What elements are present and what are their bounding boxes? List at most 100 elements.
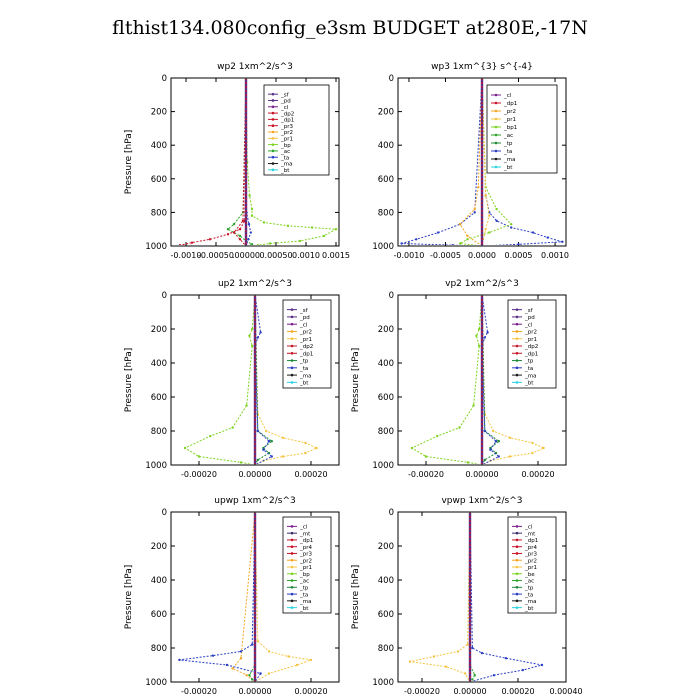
legend-marker <box>290 606 294 609</box>
legend-marker <box>290 315 294 319</box>
x-tick-label: 0.00020 <box>294 470 327 479</box>
y-tick-label: 600 <box>151 175 167 185</box>
legend-marker <box>494 149 498 153</box>
legend-marker <box>290 599 294 603</box>
legend-entry: _dp1 <box>524 538 538 544</box>
legend-marker <box>290 558 294 562</box>
legend-entry: _dp1 <box>524 351 538 357</box>
legend-marker <box>290 565 294 569</box>
legend-entry: _pr3 <box>524 552 538 558</box>
legend-marker <box>290 330 294 333</box>
x-tick-label: 0.0005 <box>505 251 533 260</box>
series-point <box>270 440 273 443</box>
y-tick-label: 400 <box>151 141 167 151</box>
legend-entry: _tp <box>503 141 513 147</box>
series-point <box>432 655 436 658</box>
series-point <box>458 426 461 429</box>
series-point <box>458 242 462 245</box>
x-tick-label: 0.00000 <box>238 470 271 479</box>
panel-1: wp2 1xm^2/s^3 Pressure [hPa] 0 200 400 600 800… <box>124 62 350 260</box>
legend-marker <box>515 330 519 333</box>
legend-marker <box>290 308 294 311</box>
legend-marker <box>290 525 294 528</box>
y-tick-label: 0 <box>162 508 167 518</box>
series-point <box>248 674 251 677</box>
legend-entry: _ta <box>299 592 308 598</box>
legend-entry: _be <box>524 572 535 578</box>
legend-marker <box>515 366 519 370</box>
series-point <box>415 238 418 241</box>
legend-entry: _ta <box>299 366 308 372</box>
y-tick-label: 0 <box>389 291 394 301</box>
legend-marker <box>494 165 498 169</box>
legend-marker <box>515 552 519 555</box>
series-line-pr1 <box>231 513 256 681</box>
figure-title: flthist134.080config_e3sm BUDGET at280E,… <box>112 17 588 39</box>
y-tick-label: 800 <box>378 208 394 218</box>
legend-entry: _cl <box>524 525 533 531</box>
series-point <box>267 672 271 675</box>
series-point <box>247 222 251 226</box>
y-tick-label: 200 <box>151 542 167 552</box>
legend-entry: _dp1 <box>280 118 294 124</box>
x-tick-label: 0.00020 <box>294 687 327 696</box>
series-line-pr1 <box>245 79 338 245</box>
panel-2: wp3 1xm^{3} s^{-4}02004006008001000-0.00… <box>372 62 569 260</box>
x-tick-label: 0.00000 <box>238 687 271 696</box>
series-point <box>483 336 486 339</box>
y-tick-label: 1000 <box>372 461 394 471</box>
series-point <box>309 658 313 662</box>
legend-entry: _pr2 <box>524 330 537 336</box>
series-point <box>472 404 475 407</box>
legend-box <box>486 84 558 174</box>
legend-marker <box>494 133 498 137</box>
x-tick-label: 0.0010 <box>541 251 569 260</box>
x-tick-label: .00000 <box>232 251 260 260</box>
legend-entry: _tp <box>524 586 534 592</box>
series-point <box>268 242 272 245</box>
legend-marker <box>515 308 519 311</box>
series-line-tp <box>254 296 273 464</box>
legend-entry: _dp2 <box>299 344 313 350</box>
plot-frame <box>397 511 567 683</box>
legend-entry: _bt <box>524 381 534 387</box>
series-point <box>521 668 524 672</box>
legend-entry: _ma <box>503 157 515 163</box>
panel-title: up2 1xm^2/s^3 <box>218 279 292 289</box>
legend-marker <box>515 606 519 609</box>
legend-marker <box>515 337 519 341</box>
series-point <box>483 429 486 433</box>
legend-marker <box>290 366 294 370</box>
legend-entry: _dp1 <box>299 538 313 544</box>
series-point <box>508 455 512 458</box>
legend-marker <box>515 579 519 582</box>
legend-entry: _tp <box>524 359 534 365</box>
legend-entry: _pr4 <box>299 545 313 551</box>
legend-marker <box>515 531 519 535</box>
legend-marker <box>290 344 294 348</box>
legend-marker <box>290 531 294 535</box>
legend-entry: _ma <box>524 599 536 605</box>
series-point <box>504 657 508 660</box>
legend-entry: _dp2 <box>524 344 538 350</box>
series-point <box>451 243 454 245</box>
legend-marker <box>515 344 519 348</box>
legend-entry: _ma <box>299 599 311 605</box>
legend-marker <box>494 93 498 97</box>
series-point <box>259 331 262 334</box>
y-tick-label: 600 <box>151 610 167 620</box>
legend-entry: _bt <box>524 606 534 612</box>
x-tick-label: -0.00020 <box>181 687 217 696</box>
legend-entry: _dp1 <box>299 351 313 357</box>
legend-marker <box>271 99 275 102</box>
legend-marker <box>271 149 275 153</box>
y-tick-label: 600 <box>378 610 394 620</box>
legend-entry: _bt <box>280 168 290 174</box>
series-point <box>250 207 254 211</box>
x-tick-label: -0.0010 <box>394 251 425 260</box>
series-point <box>267 440 271 443</box>
x-tick-label: 0.00020 <box>501 687 534 696</box>
legend-entry: _bt <box>299 381 309 387</box>
series-point <box>245 674 248 677</box>
legend-entry: _pr1 <box>524 337 537 343</box>
